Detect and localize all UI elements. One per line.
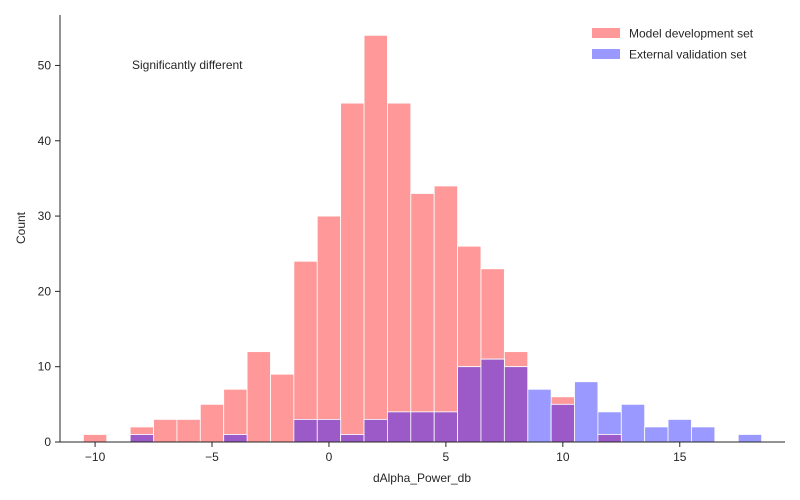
y-tick-label: 50 [38, 58, 52, 72]
overlap-bar [293, 419, 318, 443]
model-bar [199, 403, 225, 443]
overlap-bar [480, 358, 505, 443]
annotation-text: Significantly different [132, 58, 243, 72]
model-bar [82, 434, 108, 443]
y-tick-label: 10 [38, 360, 52, 374]
model-bar [387, 102, 412, 443]
model-bar [316, 215, 342, 443]
external-bar [574, 381, 599, 443]
y-axis-label: Count [14, 211, 28, 244]
model-bar [293, 260, 318, 443]
x-axis-label: dAlpha_Power_db [373, 471, 471, 485]
overlap-bar [316, 419, 342, 443]
external-bar [527, 388, 552, 443]
x-tick-label: −10 [85, 450, 106, 464]
model-bar [246, 351, 271, 443]
overlap-bar [503, 366, 529, 443]
model-bar [340, 102, 365, 443]
y-tick-label: 40 [38, 134, 52, 148]
x-tick-label: 5 [443, 450, 450, 464]
external-bar [737, 434, 763, 443]
overlap-bar [387, 411, 412, 443]
legend-swatch-model [592, 28, 620, 38]
overlap-bar [223, 434, 248, 443]
model-development-bars [82, 34, 622, 443]
legend-swatch-external [592, 49, 620, 59]
overlap-bar [129, 434, 154, 443]
overlap-bar [457, 366, 482, 443]
x-tick-label: 15 [673, 450, 687, 464]
overlap-bar [550, 403, 575, 443]
external-bar [620, 403, 646, 443]
y-tick-label: 30 [38, 209, 52, 223]
external-bar [691, 426, 716, 443]
y-tick-label: 20 [38, 284, 52, 298]
y-tick-label: 0 [44, 435, 51, 449]
model-bar [433, 185, 458, 443]
external-bar [644, 426, 669, 443]
model-bar [153, 419, 178, 443]
x-tick-label: 10 [556, 450, 570, 464]
x-tick-label: 0 [326, 450, 333, 464]
overlap-bar [363, 419, 388, 443]
legend-label-model: Model development set [629, 27, 754, 41]
x-ticks: −10 −5 0 5 10 15 [85, 442, 687, 464]
legend-label-external: External validation set [629, 48, 747, 62]
model-bar [410, 193, 435, 443]
overlap-bar [410, 411, 435, 443]
external-bar [667, 419, 692, 443]
y-ticks: 0 10 20 30 40 50 [38, 58, 60, 449]
overlap-bar [340, 434, 365, 443]
x-tick-label: −5 [205, 450, 219, 464]
legend: Model development set External validatio… [592, 27, 754, 62]
model-bar [363, 34, 388, 443]
overlap-bar [597, 434, 622, 443]
model-bar [176, 419, 201, 443]
overlap-bar [433, 411, 458, 443]
model-bar [270, 373, 295, 443]
